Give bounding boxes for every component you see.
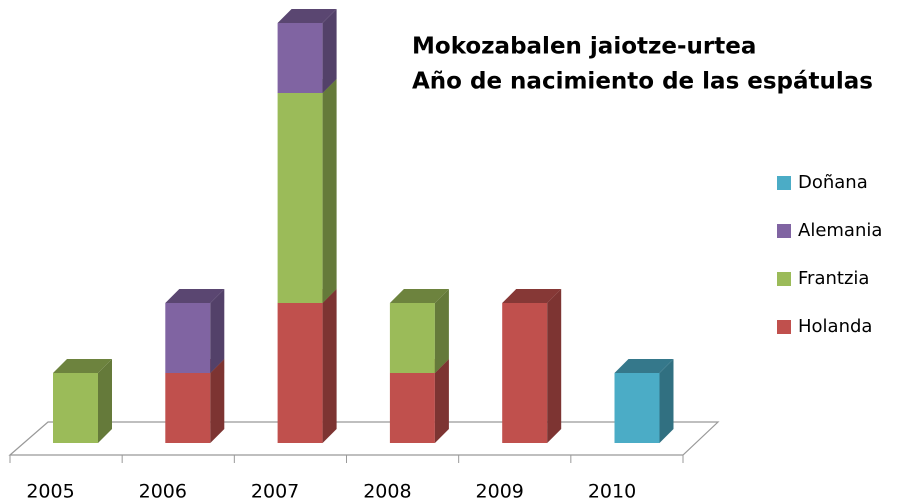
- bar-face: [98, 359, 112, 443]
- bar-face: [659, 359, 674, 443]
- floor: [8, 421, 720, 456]
- legend-swatch: [777, 176, 791, 190]
- bar-face: [502, 303, 548, 443]
- bar: [277, 289, 337, 443]
- bar-face: [165, 289, 225, 303]
- bar: [502, 289, 562, 443]
- bar-face: [502, 289, 562, 303]
- bar-face: [614, 359, 674, 373]
- bar-face: [389, 289, 449, 303]
- bar-face: [277, 303, 323, 443]
- bar-face: [614, 373, 660, 443]
- x-tick-label: 2007: [251, 481, 299, 503]
- bar-face: [389, 373, 435, 443]
- x-tick-label: 2005: [26, 481, 74, 503]
- bar-face: [165, 303, 211, 373]
- bar: [53, 359, 112, 443]
- legend-swatch: [777, 224, 791, 238]
- bar: [277, 79, 337, 303]
- legend-label: Doñana: [798, 172, 868, 193]
- bar-face: [389, 303, 435, 373]
- legend-label: Holanda: [798, 316, 872, 337]
- x-tick-label: 2008: [363, 481, 411, 503]
- bar: [165, 289, 225, 373]
- bar: [389, 289, 449, 373]
- bar-face: [53, 373, 98, 443]
- legend-swatch: [777, 272, 791, 286]
- chart-title: Año de nacimiento de las espátulas: [412, 69, 873, 95]
- bar-face: [53, 359, 112, 373]
- legend-label: Frantzia: [798, 268, 869, 289]
- x-tick-label: 2009: [476, 481, 524, 503]
- bar: [277, 9, 337, 93]
- bar-face: [322, 289, 337, 443]
- bar-face: [434, 289, 449, 373]
- x-tick-label: 2006: [139, 481, 187, 503]
- chart-title: Mokozabalen jaiotze-urtea: [412, 34, 756, 60]
- bar-face: [322, 79, 337, 303]
- bar-face: [210, 359, 225, 443]
- bar-face: [277, 23, 323, 93]
- bar-face: [165, 373, 211, 443]
- bar-face: [434, 359, 449, 443]
- bar-face: [547, 289, 562, 443]
- legend-swatch: [777, 320, 791, 334]
- bar: [614, 359, 674, 443]
- bar-face: [277, 9, 337, 23]
- bar-face: [210, 289, 225, 373]
- legend-label: Alemania: [798, 220, 882, 241]
- x-tick-label: 2010: [588, 481, 636, 503]
- bar-face: [277, 93, 323, 303]
- bar-face: [322, 9, 337, 93]
